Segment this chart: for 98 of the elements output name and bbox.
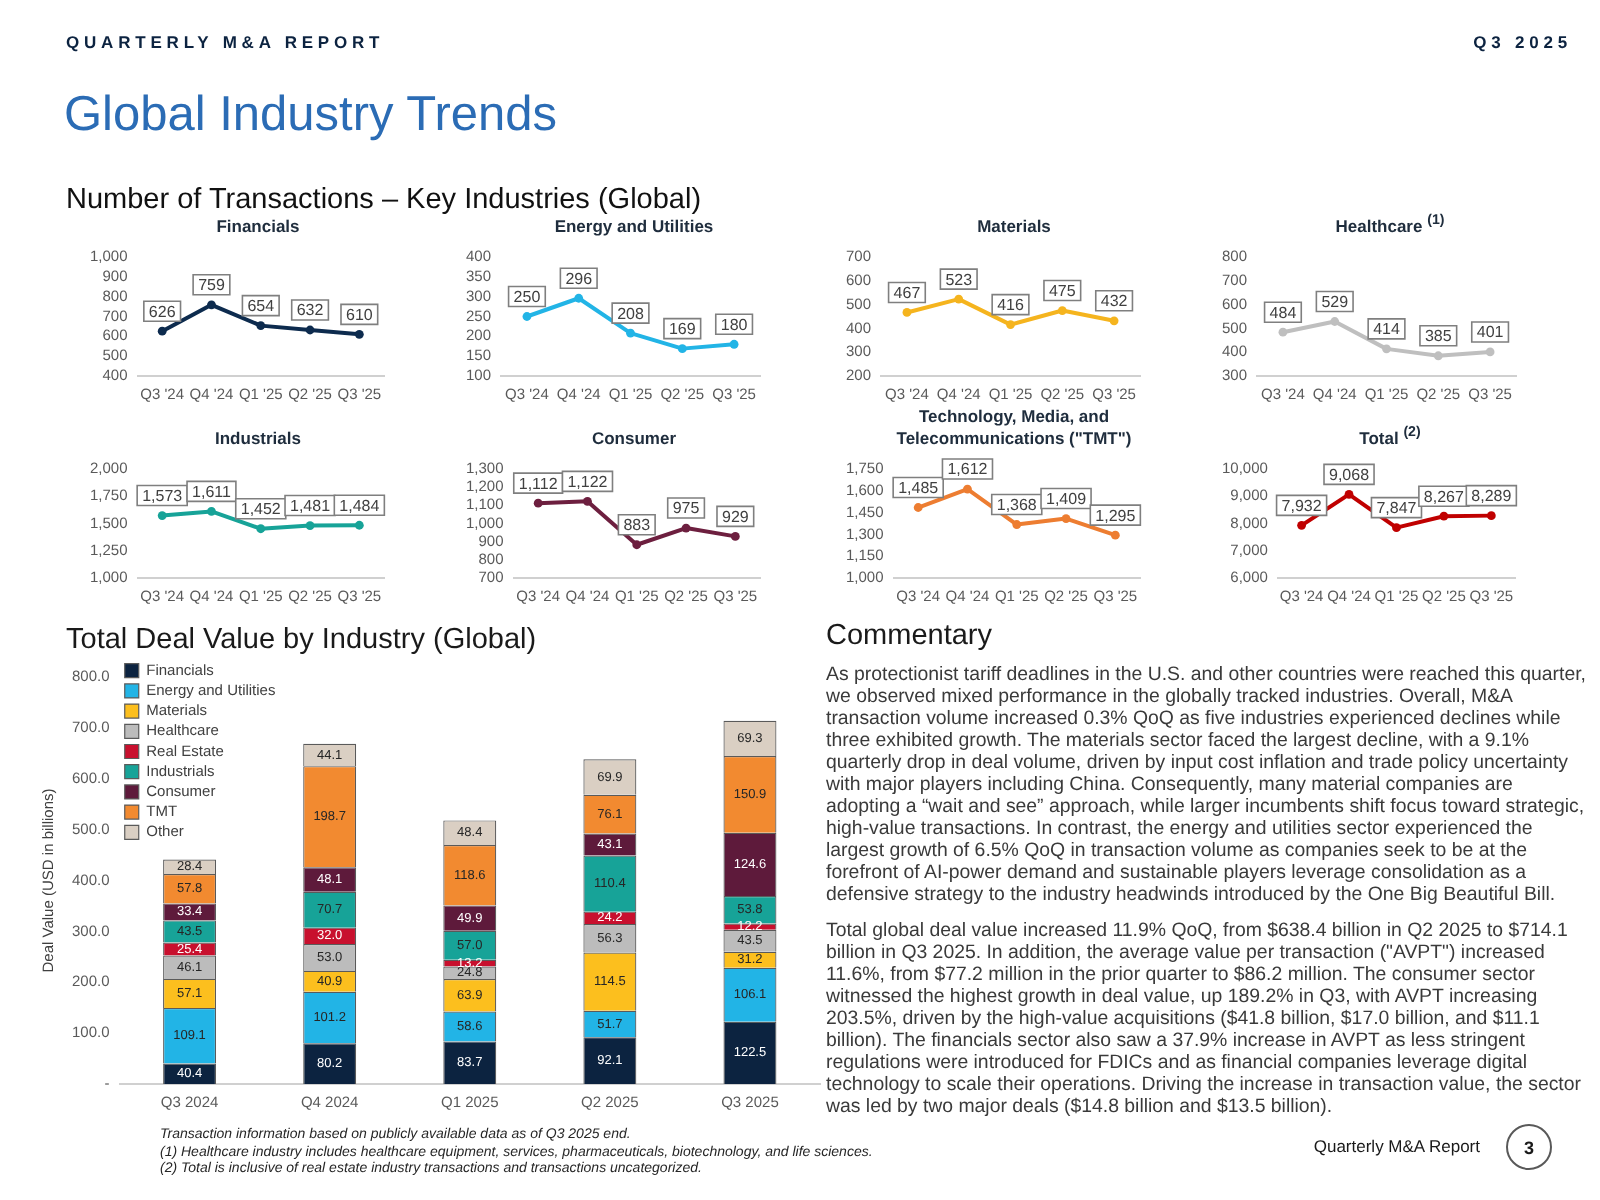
data-label: 9,068 (1329, 465, 1371, 484)
data-label: 467 (893, 283, 922, 302)
data-label: 385 (1424, 327, 1453, 346)
data-label: 1,368 (996, 495, 1038, 514)
text: Quarterly M&A Report (1313, 1136, 1480, 1156)
point (626, 328, 635, 338)
data-label: 8,267 (1423, 487, 1466, 506)
point (963, 484, 972, 494)
point (1485, 347, 1495, 357)
data-label: 1,611 (192, 482, 232, 501)
point (1382, 344, 1391, 354)
text: QUARTERLY M&A REPORT (66, 32, 385, 52)
data-label: 8,289 (1471, 487, 1513, 506)
point (354, 520, 364, 530)
data-label: 1,481 (290, 496, 332, 515)
point (954, 294, 964, 304)
data-label: 1,452 (240, 500, 282, 519)
point (354, 329, 364, 339)
chart-title: Total $^{(2)}$ (1359, 422, 1421, 450)
point (1110, 530, 1120, 540)
data-label: 7,932 (1281, 496, 1323, 515)
data-label: 1,573 (142, 486, 184, 505)
point (533, 498, 543, 508)
point (574, 293, 584, 303)
data-label: 1,484 (339, 496, 381, 515)
point (1057, 306, 1067, 315)
point (681, 523, 691, 533)
data-label: 401 (1476, 323, 1505, 342)
data-label: 208 (617, 304, 645, 323)
chart-title: Energy and Utilities (554, 216, 714, 238)
data-label: 610 (345, 305, 374, 324)
data-label: 1,485 (898, 478, 940, 497)
data-label: 414 (1373, 320, 1401, 339)
data-label: 626 (148, 302, 177, 321)
text: Commentary (826, 618, 994, 656)
point (729, 339, 739, 349)
point (583, 496, 592, 506)
data-label: 929 (721, 507, 750, 526)
data-label: 180 (720, 315, 749, 334)
point (1006, 320, 1015, 329)
point (256, 321, 266, 331)
point (522, 312, 532, 321)
data-label: 529 (1321, 292, 1350, 311)
point (207, 507, 216, 516)
point (730, 532, 740, 541)
point (157, 511, 167, 520)
chart-title: Industrials (215, 428, 301, 450)
text: Q3 2025 (1473, 32, 1572, 52)
text: As protectionist tariff deadlines in the U.S. and other countries were reached this quarter, we observed mixed performance in the globally tracked industries. Overall, M&A transaction volume increased 0.3% QoQ as five industries experienced declines while three exhibited growth. The materials sector faced the largest decline, with a 9.1% quarterly drop in deal volume, driven by input cost inflation and trade policy uncertainty with major players including China. Consequently, many material companies are adopting a “wait and see” approach, while larger incumbents shift focus toward strategic, high-value transactions. In contrast, the energy and utilities sector experienced the largest growth of 6.5% QoQ in transaction volume as companies seek to be at the forefront of AI-power demand and sustainable players leverage consolidation as a defensive strategy to the industry headwinds introduced by the One Big Beautiful Bill. (826, 664, 1586, 906)
page-number-circle: 3 (1506, 1124, 1552, 1170)
data-label: 654 (247, 297, 276, 316)
point (1439, 511, 1449, 521)
chart-title: Consumer (591, 428, 677, 450)
point (677, 344, 687, 354)
point (913, 503, 923, 512)
point (256, 524, 266, 534)
data-label: 484 (1269, 303, 1298, 322)
data-label: 632 (296, 301, 325, 320)
data-label: 759 (198, 276, 226, 295)
data-label: 296 (565, 269, 594, 288)
point (1486, 511, 1496, 521)
point (1061, 514, 1071, 523)
point (632, 540, 642, 550)
chart-title: Healthcare $^{(1)}$ (1335, 210, 1445, 238)
point (1344, 490, 1354, 499)
chart-title: Financials (216, 216, 300, 238)
chart-title: Total Deal Value by Industry (Global) (66, 622, 537, 658)
point (1278, 327, 1288, 337)
data-label: 169 (668, 320, 697, 339)
data-label: 1,295 (1095, 506, 1137, 525)
text: Number of Transactions – Key Industries (Global) (66, 184, 702, 216)
point (305, 521, 315, 530)
data-label: 883 (623, 516, 652, 535)
point (902, 308, 912, 317)
point (157, 326, 167, 336)
point (1297, 520, 1306, 530)
point (1330, 317, 1340, 326)
data-label: 416 (997, 296, 1025, 314)
data-label: 975 (672, 499, 701, 518)
point (305, 325, 315, 335)
data-label: 475 (1048, 281, 1077, 300)
data-label: 523 (945, 270, 974, 289)
data-label: 7,847 (1376, 499, 1418, 518)
chart-title: Technology, Media, and Telecommunications ("TMT") (894, 406, 1134, 450)
point (1392, 523, 1401, 533)
point (1012, 520, 1022, 529)
data-label: 250 (513, 287, 542, 306)
data-label: 1,409 (1046, 489, 1088, 508)
point (1109, 316, 1119, 326)
text: Total global deal value increased 11.9% QoQ, from $638.4 billion in Q2 2025 to $714.1 billion in Q3 2025. In addition, the average value per transaction ("AVPT") increased 11.6%, from $77.2 million in the prior quarter to $86.2 million. The consumer sector witnessed the highest growth in deal value, up 189.2% in Q3, with AVPT increasing 203.5%, driven by the high-value acquisitions ($41.8 billion, $17.0 billion, and $11.1 billion). The financials sector also saw a 37.9% increase in AVPT as less stringent regulations were introduced for FDICs and as financial companies leverage digital technology to scale their operations. Driving the increase in transaction value, the sector was led by two major deals ($14.8 billion and $13.5 billion). (826, 920, 1581, 1118)
text: Global Industry Trends (64, 88, 557, 144)
data-label: 432 (1100, 292, 1129, 311)
data-label: 1,112 (518, 474, 559, 493)
point (207, 300, 216, 310)
data-label: 1,612 (947, 460, 989, 479)
chart-title: Materials (977, 216, 1051, 238)
point (1433, 351, 1443, 361)
data-label: 1,122 (567, 472, 609, 491)
